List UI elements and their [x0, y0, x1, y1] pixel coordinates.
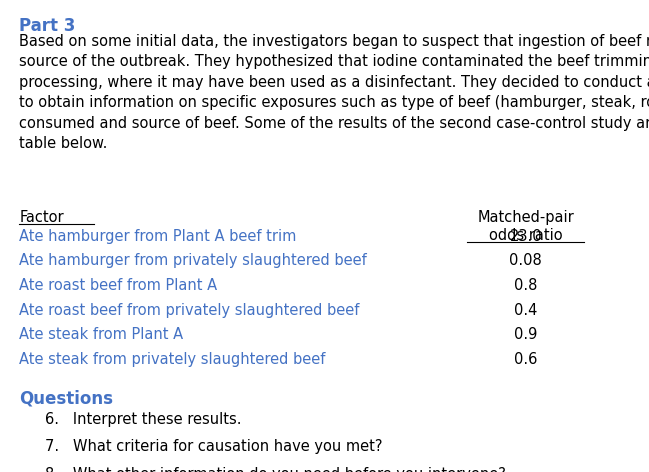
- Text: Ate steak from Plant A: Ate steak from Plant A: [19, 327, 184, 342]
- Text: 0.08: 0.08: [509, 253, 542, 269]
- Text: Questions: Questions: [19, 389, 114, 407]
- Text: Ate roast beef from Plant A: Ate roast beef from Plant A: [19, 278, 217, 293]
- Text: 0.4: 0.4: [514, 303, 537, 318]
- Text: 7.   What criteria for causation have you met?: 7. What criteria for causation have you …: [45, 439, 383, 455]
- Text: Ate hamburger from Plant A beef trim: Ate hamburger from Plant A beef trim: [19, 229, 297, 244]
- Text: Ate roast beef from privately slaughtered beef: Ate roast beef from privately slaughtere…: [19, 303, 360, 318]
- Text: 0.6: 0.6: [514, 352, 537, 367]
- Text: Based on some initial data, the investigators began to suspect that ingestion of: Based on some initial data, the investig…: [19, 34, 649, 151]
- Text: Ate hamburger from privately slaughtered beef: Ate hamburger from privately slaughtered…: [19, 253, 367, 269]
- Text: 23.0: 23.0: [509, 229, 542, 244]
- Text: 0.8: 0.8: [514, 278, 537, 293]
- Text: 6.   Interpret these results.: 6. Interpret these results.: [45, 412, 242, 427]
- Text: Part 3: Part 3: [19, 17, 76, 34]
- Text: Matched-pair: Matched-pair: [477, 210, 574, 225]
- Text: 8.   What other information do you need before you intervene?: 8. What other information do you need be…: [45, 467, 506, 472]
- Text: Factor: Factor: [19, 210, 64, 225]
- Text: odds ratio: odds ratio: [489, 228, 563, 243]
- Text: 0.9: 0.9: [514, 327, 537, 342]
- Text: Ate steak from privately slaughtered beef: Ate steak from privately slaughtered bee…: [19, 352, 326, 367]
